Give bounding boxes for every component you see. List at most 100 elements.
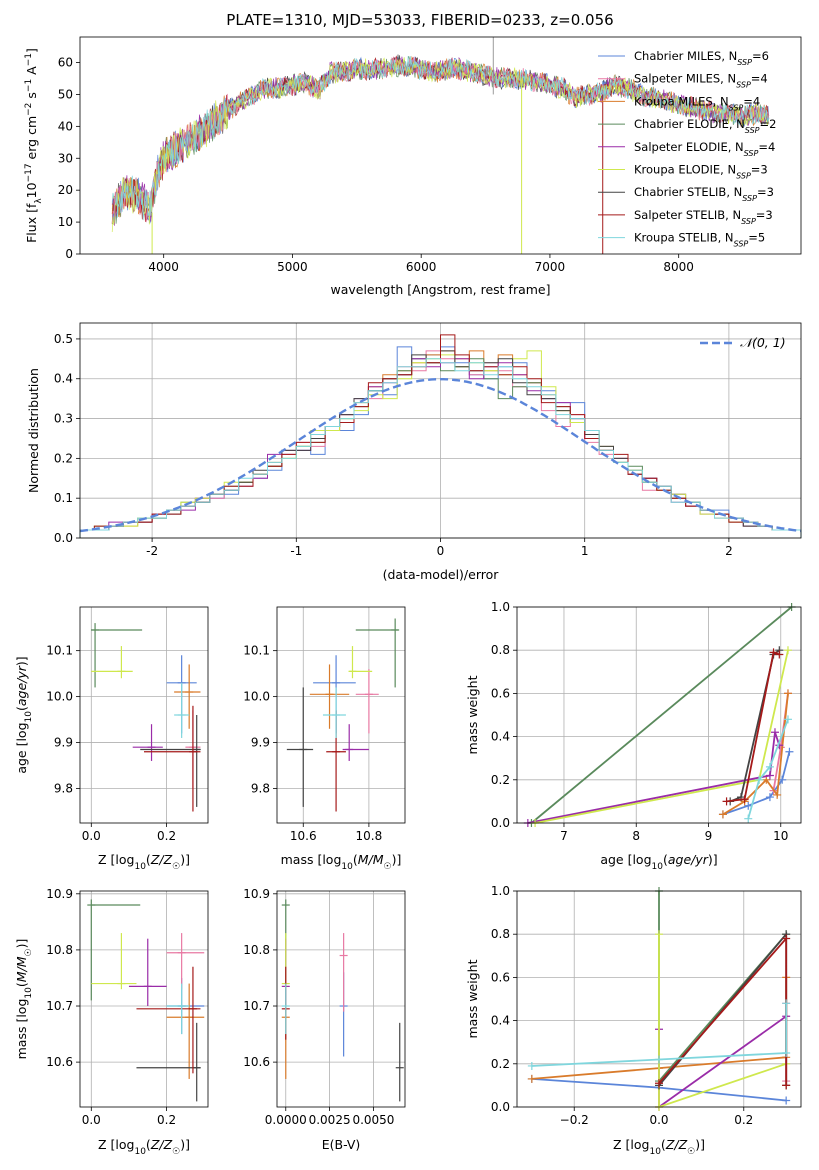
label-part: ☉ <box>172 862 180 872</box>
label-part: ( <box>146 1137 151 1152</box>
y-tick-label: 10.8 <box>46 943 73 957</box>
weight-line-kroupa-stelib <box>747 718 789 819</box>
massweight_vs_metallicity-frame <box>516 890 802 1108</box>
mass_vs_extinction-frame <box>276 890 406 1108</box>
x-tick-label: 9 <box>705 829 713 843</box>
y-tick-label: 40 <box>58 119 73 133</box>
y-tick-label: 10.6 <box>243 1055 270 1069</box>
label-part: λ <box>34 198 44 204</box>
y-tick-label: 0.8 <box>491 927 510 941</box>
y-tick-label: 0.2 <box>491 1057 510 1071</box>
mass_vs_extinction-axes: 0.0000 0.0025 0.0050 10.6 10.7 10.8 10.9 <box>243 887 405 1127</box>
label-part: Flux [f <box>24 203 39 243</box>
y-tick-label: 9.9 <box>54 736 73 750</box>
label-part: 10 <box>649 1147 661 1157</box>
legend-entry: Kroupa ELODIE, NSSP=3 <box>634 163 768 181</box>
label-part: age/yr <box>14 665 29 706</box>
age_vs_mass-points <box>286 618 400 812</box>
weight-marker <box>782 1049 791 1057</box>
weight-marker <box>765 793 774 802</box>
legend-entry: Salpeter ELODIE, NSSP=4 <box>634 140 775 158</box>
weight-line-chabrier-elodie <box>530 606 793 824</box>
x-tick-label: 1 <box>581 544 589 558</box>
weight-marker <box>527 1074 536 1083</box>
y-tick-label: 9.8 <box>54 782 73 796</box>
y-tick-label: 0.8 <box>491 643 510 657</box>
legend-entry: Chabrier MILES, NSSP=6 <box>634 49 769 67</box>
label-part: −1 <box>24 79 34 92</box>
x-tick-label: 0.0050 <box>352 1113 394 1127</box>
label-part: 10 <box>24 711 34 723</box>
age_vs_mass-frame <box>276 606 406 824</box>
legend-model-name: Kroupa ELODIE, N <box>634 163 736 177</box>
legend-nssp: =3 <box>756 208 773 222</box>
weight-marker <box>718 810 727 819</box>
y-tick-label: 0.1 <box>54 491 73 505</box>
y-tick-label: 50 <box>58 87 73 101</box>
y-tick-label: 1.0 <box>491 884 510 898</box>
label-part: −17 <box>24 163 34 182</box>
massweight_vs_age-frame <box>516 606 802 824</box>
x-tick-label: 10.6 <box>290 829 317 843</box>
x-tick-label: -1 <box>290 544 302 558</box>
legend-subscript: SSP <box>734 239 749 248</box>
massweight-vs-age-ylabel: mass weight <box>465 675 480 754</box>
legend-model-name: Kroupa MILES, N <box>634 94 729 108</box>
weight-marker <box>782 1096 791 1105</box>
age_vs_mass-axes: 10.6 10.8 9.8 9.9 10.0 10.1 <box>243 607 405 843</box>
y-tick-label: 0.0 <box>491 816 510 830</box>
legend-normal-label: 𝒩(0, 1) <box>740 335 786 350</box>
weight-marker <box>782 1081 791 1090</box>
figure-title: PLATE=1310, MJD=53033, FIBERID=0233, z=0… <box>226 11 614 29</box>
label-part: 10 <box>24 182 39 198</box>
y-tick-label: 0.4 <box>491 730 510 744</box>
x-tick-label: 5000 <box>277 260 308 274</box>
weight-marker <box>655 1079 663 1088</box>
label-part: 10 <box>134 862 146 872</box>
label-part: ☉ <box>384 862 392 872</box>
weight-line-kroupa-miles <box>722 693 789 816</box>
y-tick-label: 0.5 <box>54 332 73 346</box>
legend-subscript: SSP <box>742 194 757 203</box>
label-part: )] <box>180 1137 190 1152</box>
legend-model-name: Salpeter STELIB, N <box>634 208 741 222</box>
label-part: )] <box>695 1137 705 1152</box>
weight-marker <box>527 1061 536 1070</box>
y-tick-label: 20 <box>58 183 73 197</box>
weight-marker <box>762 775 771 784</box>
legend-subscript: SSP <box>741 216 756 225</box>
label-part: A <box>24 66 39 79</box>
spectrum-xlabel: wavelength [Angstrom, rest frame] <box>330 282 550 297</box>
y-tick-label: 0.6 <box>491 970 510 984</box>
label-part: Z [log <box>98 852 134 867</box>
label-part: M/M <box>14 956 29 982</box>
y-tick-label: 10.9 <box>46 887 73 901</box>
mass_vs_extinction-points <box>281 899 404 1102</box>
y-tick-label: 0 <box>65 247 73 261</box>
y-tick-label: 10.1 <box>243 644 270 658</box>
spectrum-ylabel: Flux [fλ10−17 erg cm−2 s−1 A−1] <box>24 48 44 243</box>
weight-line-kroupa-stelib <box>531 1003 788 1067</box>
y-tick-label: 0.0 <box>54 531 73 545</box>
y-tick-label: 0.4 <box>54 372 73 386</box>
y-tick-label: 10.9 <box>243 887 270 901</box>
y-tick-label: 1.0 <box>491 600 510 614</box>
legend-nssp: =4 <box>758 140 775 154</box>
label-part: ( <box>14 706 29 711</box>
label-part: Z/Z <box>150 1137 173 1152</box>
legend-subscript: SSP <box>737 58 752 67</box>
weight-marker <box>755 775 764 784</box>
x-tick-label: 0.2 <box>157 1113 176 1127</box>
label-part: 10 <box>24 987 34 999</box>
weight-marker <box>783 646 792 655</box>
legend-model-name: Chabrier STELIB, N <box>634 185 742 199</box>
y-tick-label: 9.9 <box>251 736 270 750</box>
spectrum-line-kroupa-elodie <box>111 57 770 233</box>
mass-vs-extinction-xlabel: E(B-V) <box>322 1137 361 1152</box>
weight-marker <box>773 790 782 799</box>
y-tick-label: 0.3 <box>54 412 73 426</box>
spectrum-frame <box>79 36 802 255</box>
y-tick-label: 0.2 <box>491 773 510 787</box>
